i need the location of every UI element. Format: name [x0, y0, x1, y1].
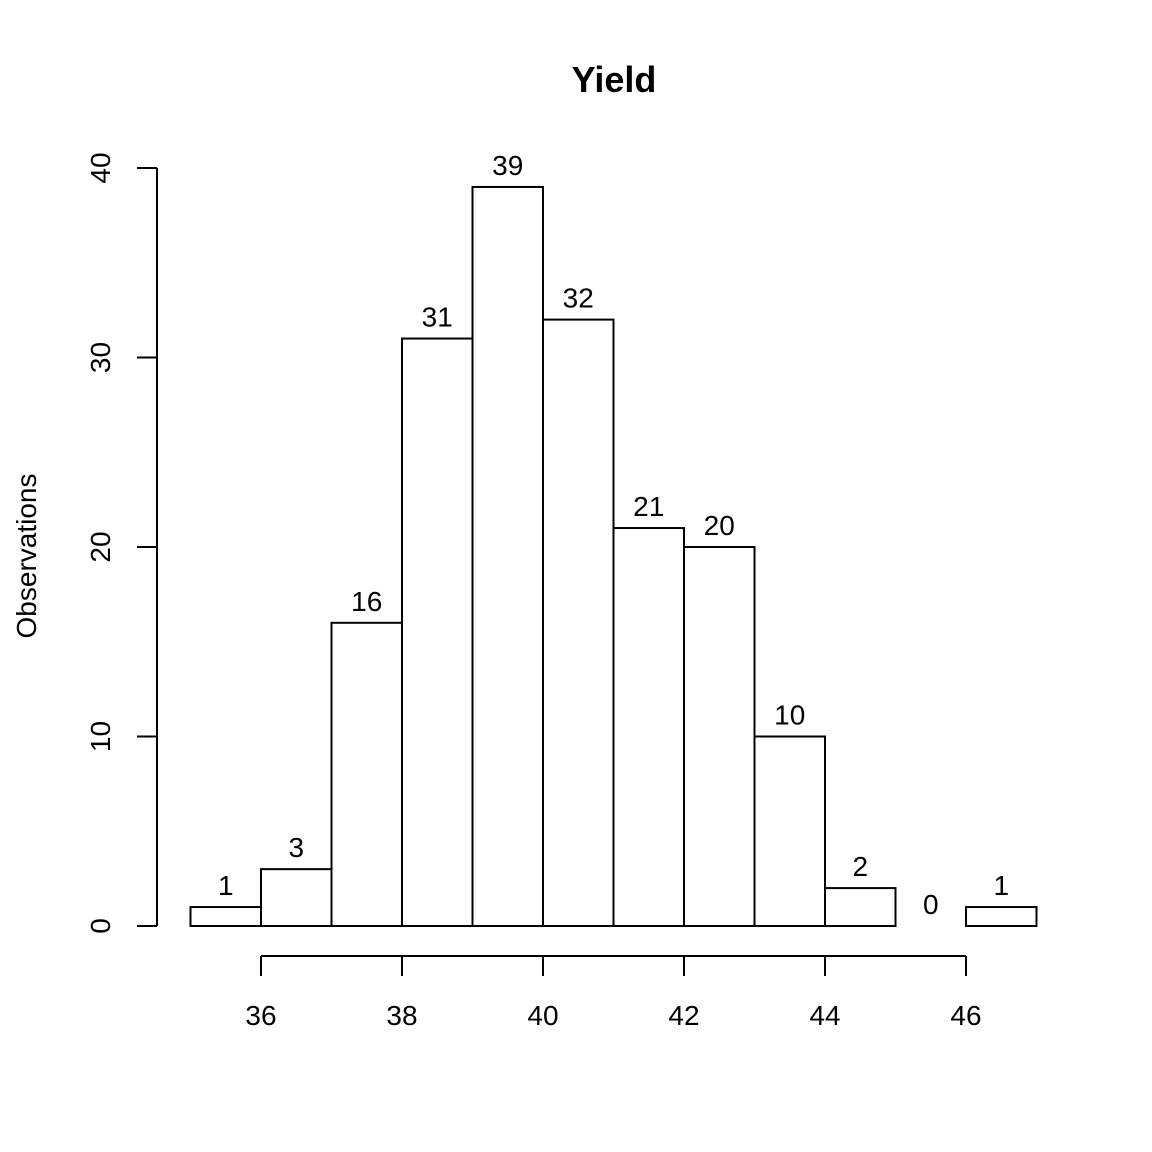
y-tick-label: 10	[85, 721, 116, 752]
x-tick-label: 40	[527, 1000, 558, 1031]
bar-data-label: 10	[774, 700, 805, 731]
y-axis: 0 10 20 30 40	[85, 152, 158, 934]
bar-data-label: 32	[563, 283, 594, 314]
bar-data-label: 20	[704, 510, 735, 541]
bar-data-label: 0	[923, 889, 939, 920]
histogram-bar	[401, 337, 474, 927]
x-tick-label: 46	[950, 1000, 981, 1031]
x-tick-label: 36	[245, 1000, 276, 1031]
bar-data-label: 3	[288, 832, 304, 863]
bar-data-label: 39	[492, 150, 523, 181]
bar-data-label: 2	[852, 851, 868, 882]
y-tick-label: 20	[85, 531, 116, 562]
y-tick-label: 0	[85, 918, 116, 934]
x-tick-label: 44	[809, 1000, 840, 1031]
x-tick-label: 38	[386, 1000, 417, 1031]
histogram-bar	[471, 185, 544, 927]
y-axis-label: Observations	[11, 474, 42, 639]
bar-data-label: 21	[633, 491, 664, 522]
bar-data-label: 1	[993, 870, 1009, 901]
x-tick-label: 42	[668, 1000, 699, 1031]
x-axis: 36 38 40 42 44 46	[245, 955, 982, 1031]
histogram-bar	[753, 735, 826, 927]
y-tick-label: 40	[85, 152, 116, 183]
histogram-bar	[542, 318, 615, 928]
histogram-bar	[683, 546, 756, 927]
y-tick-label: 30	[85, 342, 116, 373]
bar-data-label: 1	[218, 870, 234, 901]
histogram-bar	[965, 906, 1038, 927]
chart-title: Yield	[572, 59, 657, 100]
histogram-bar	[189, 906, 262, 927]
histogram-bar	[612, 527, 685, 927]
bar-data-label: 16	[351, 586, 382, 617]
bars-group	[189, 185, 1038, 928]
histogram-bar	[330, 621, 403, 927]
histogram-bar	[824, 887, 897, 927]
histogram-bar	[260, 868, 333, 928]
bar-data-label: 31	[422, 302, 453, 333]
